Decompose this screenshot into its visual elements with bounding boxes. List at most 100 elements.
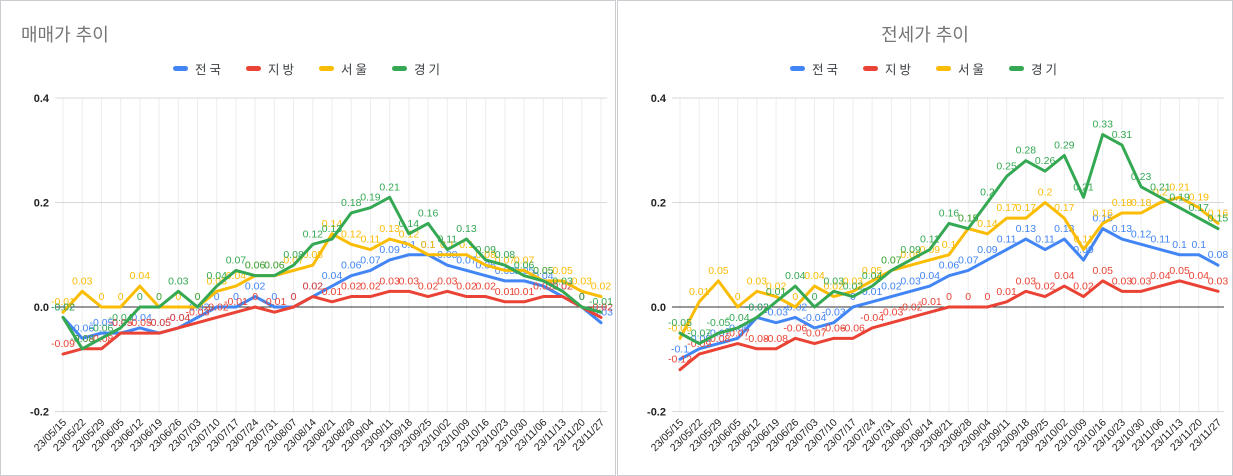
svg-text:0.19: 0.19 xyxy=(1189,192,1210,204)
svg-text:0.02: 0.02 xyxy=(1073,281,1094,293)
svg-text:0.11: 0.11 xyxy=(920,234,940,246)
legend-swatch xyxy=(319,66,334,71)
svg-text:-0.06: -0.06 xyxy=(70,322,94,334)
legend-label: 서울 xyxy=(958,63,988,77)
legend-item-서울: 서울 xyxy=(936,59,987,78)
svg-text:0.02: 0.02 xyxy=(341,281,362,293)
svg-text:0.03: 0.03 xyxy=(823,275,844,287)
svg-text:0.04: 0.04 xyxy=(785,270,806,282)
svg-text:0.12: 0.12 xyxy=(1131,228,1152,240)
svg-text:0.04: 0.04 xyxy=(322,270,343,282)
svg-text:-0.08: -0.08 xyxy=(745,333,769,345)
svg-text:0: 0 xyxy=(137,291,143,303)
svg-text:0.04: 0.04 xyxy=(130,270,151,282)
svg-text:0: 0 xyxy=(579,291,585,303)
svg-text:0.07: 0.07 xyxy=(360,254,381,266)
svg-text:-0.02: -0.02 xyxy=(899,301,923,313)
legend-item-지방: 지방 xyxy=(245,59,297,78)
legend-label: 지방 xyxy=(267,63,297,77)
svg-text:0.18: 0.18 xyxy=(1131,197,1152,209)
svg-text:0: 0 xyxy=(579,291,585,303)
svg-text:-0.02: -0.02 xyxy=(745,301,769,313)
svg-text:-0.05: -0.05 xyxy=(706,317,730,329)
svg-text:0.0: 0.0 xyxy=(651,302,666,314)
svg-text:0: 0 xyxy=(195,291,201,303)
legend-label: 경기 xyxy=(1031,63,1061,77)
svg-text:-0.07: -0.07 xyxy=(687,328,711,340)
svg-text:0.13: 0.13 xyxy=(1112,223,1133,235)
svg-text:-0.05: -0.05 xyxy=(147,317,171,329)
svg-text:0.1: 0.1 xyxy=(942,239,957,251)
svg-text:0.06: 0.06 xyxy=(514,260,535,272)
svg-text:0.05: 0.05 xyxy=(708,265,729,277)
svg-text:0.31: 0.31 xyxy=(1112,129,1133,141)
svg-text:0.03: 0.03 xyxy=(900,275,921,287)
legend-label: 전국 xyxy=(194,63,224,77)
svg-text:0.04: 0.04 xyxy=(1150,270,1171,282)
svg-text:0.07: 0.07 xyxy=(226,254,247,266)
svg-text:0.06: 0.06 xyxy=(341,260,362,272)
svg-text:0.04: 0.04 xyxy=(804,270,825,282)
svg-text:0.06: 0.06 xyxy=(264,260,285,272)
svg-text:-0.02: -0.02 xyxy=(745,301,769,313)
svg-text:0.01: 0.01 xyxy=(689,286,710,298)
svg-text:0.08: 0.08 xyxy=(303,249,324,261)
svg-text:-0.06: -0.06 xyxy=(822,322,846,334)
svg-text:0.02: 0.02 xyxy=(766,281,787,293)
svg-text:0.02: 0.02 xyxy=(475,281,496,293)
svg-text:0.4: 0.4 xyxy=(651,93,667,105)
svg-text:0: 0 xyxy=(985,291,991,303)
svg-text:0.08: 0.08 xyxy=(495,249,516,261)
svg-text:0.03: 0.03 xyxy=(1208,275,1229,287)
svg-text:-0.05: -0.05 xyxy=(128,317,152,329)
svg-text:0.16: 0.16 xyxy=(939,207,960,219)
svg-text:0.02: 0.02 xyxy=(881,281,902,293)
svg-text:-0.07: -0.07 xyxy=(803,328,827,340)
svg-text:0.02: 0.02 xyxy=(360,281,381,293)
svg-text:0.01: 0.01 xyxy=(514,286,535,298)
svg-text:0.03: 0.03 xyxy=(552,275,573,287)
svg-text:-0.2: -0.2 xyxy=(30,407,49,419)
panel-sale-price-chart: 매매가 추이 전국 지방 서울 경기 0.4 0.2 0.0 -0.2 23/05/15 23/… xyxy=(0,0,616,476)
svg-text:0: 0 xyxy=(946,291,952,303)
svg-text:0.01: 0.01 xyxy=(495,286,516,298)
sale-price-chart-title: 매매가 추이 xyxy=(21,25,109,45)
svg-text:0.08: 0.08 xyxy=(283,249,304,261)
svg-text:-0.05: -0.05 xyxy=(668,317,692,329)
legend-swatch xyxy=(936,66,951,71)
svg-text:0.11: 0.11 xyxy=(1151,234,1171,246)
svg-text:0.06: 0.06 xyxy=(245,260,266,272)
svg-text:0.29: 0.29 xyxy=(1054,139,1075,151)
svg-text:0.07: 0.07 xyxy=(958,254,979,266)
svg-text:0.2: 0.2 xyxy=(34,198,49,210)
svg-text:-0.02: -0.02 xyxy=(51,301,75,313)
svg-text:0.16: 0.16 xyxy=(1208,207,1229,219)
svg-text:0.04: 0.04 xyxy=(862,270,883,282)
svg-text:0.04: 0.04 xyxy=(920,270,941,282)
legend-item-경기: 경기 xyxy=(1009,59,1060,78)
svg-text:0: 0 xyxy=(175,291,181,303)
svg-text:-0.04: -0.04 xyxy=(803,312,827,324)
svg-text:0.25: 0.25 xyxy=(996,160,1017,172)
jeonse-price-chart-legend: 전국 지방 서울 경기 xyxy=(618,59,1232,78)
svg-text:-0.01: -0.01 xyxy=(918,296,942,308)
svg-text:-0.04: -0.04 xyxy=(109,312,133,324)
svg-text:0.03: 0.03 xyxy=(1131,275,1152,287)
svg-text:0.15: 0.15 xyxy=(1208,213,1229,225)
svg-text:0.03: 0.03 xyxy=(747,275,768,287)
legend-swatch xyxy=(172,66,188,71)
svg-text:0.18: 0.18 xyxy=(341,197,362,209)
svg-text:-0.02: -0.02 xyxy=(205,301,229,313)
svg-text:0.03: 0.03 xyxy=(399,275,420,287)
legend-label: 경기 xyxy=(414,63,444,77)
svg-text:-0.06: -0.06 xyxy=(783,322,807,334)
svg-text:0: 0 xyxy=(252,291,258,303)
svg-text:0.14: 0.14 xyxy=(399,218,420,230)
svg-text:0.02: 0.02 xyxy=(245,281,266,293)
svg-text:0: 0 xyxy=(195,291,201,303)
svg-text:0.04: 0.04 xyxy=(1054,270,1075,282)
svg-text:0.26: 0.26 xyxy=(1035,155,1056,167)
svg-text:0.03: 0.03 xyxy=(437,275,458,287)
legend-item-지방: 지방 xyxy=(862,59,914,78)
